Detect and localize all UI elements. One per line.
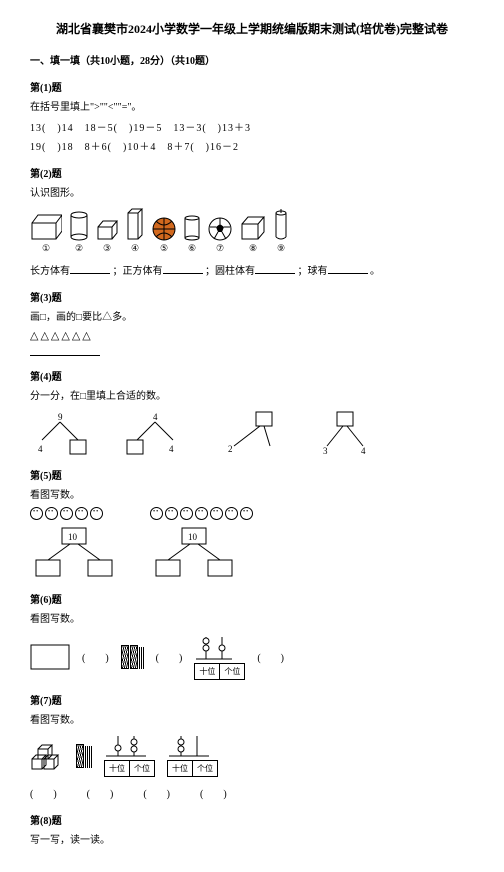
svg-text:10: 10 [68, 532, 78, 542]
svg-text:9: 9 [58, 412, 63, 422]
svg-text:3: 3 [323, 446, 328, 455]
shape-basketball: ⑤ [152, 217, 176, 254]
shape-tall-cuboid: ④ [126, 207, 144, 254]
svg-text:4: 4 [38, 444, 43, 454]
q5-group1: 10 [30, 507, 120, 579]
q6-sticks [121, 645, 144, 669]
q6-rect [30, 644, 70, 670]
split-2: 4 4 [125, 410, 185, 455]
shape-num-6: ⑥ [188, 243, 196, 254]
q2-fill-line: 长方体有 ；正方体有 ；圆柱体有 ；球有 。 [30, 262, 474, 277]
q6-abacus: 十位个位 [194, 633, 245, 680]
shapes-row: ① ② ③ ④ ⑤ ⑥ ⑦ ⑧ ⑨ [30, 207, 474, 254]
svg-text:4: 4 [361, 446, 366, 455]
q2-text: 认识图形。 [30, 184, 474, 199]
svg-text:2: 2 [228, 444, 233, 454]
q1-row2: 19( )18 8＋6( )10＋4 8＋7( )16－2 [30, 138, 474, 153]
q8-text: 写一写，读一读。 [30, 831, 474, 846]
q6-text: 看图写数。 [30, 610, 474, 625]
shape-num-7: ⑦ [216, 243, 224, 254]
q7-pv2: 十位个位 [167, 734, 218, 777]
q7-cubes [30, 741, 64, 771]
q7-text: 看图写数。 [30, 711, 474, 726]
q5-text: 看图写数。 [30, 486, 474, 501]
split-4: 3 4 [315, 410, 375, 455]
q3-text: 画□，画的□要比△多。 [30, 308, 474, 323]
q7-sticks [76, 744, 92, 768]
q7-parens: ( ) ( ) ( ) ( ) [30, 785, 474, 800]
q8-label: 第(8)题 [30, 812, 474, 827]
q3-blank [30, 346, 100, 356]
page-title: 湖北省襄樊市2024小学数学一年级上学期统编版期末测试(培优卷)完整试卷 [30, 20, 474, 37]
q2-label: 第(2)题 [30, 165, 474, 180]
q6-paren1: ( ) [82, 649, 109, 664]
triangles-row: △△△△△△ [30, 329, 474, 342]
q6-paren2: ( ) [156, 649, 183, 664]
q5-groups: 10 10 [30, 507, 474, 579]
shape-cylinder: ② [70, 211, 88, 254]
shape-can: ⑥ [184, 215, 200, 254]
q7-pv1: 十位个位 [104, 734, 155, 777]
q5-label: 第(5)题 [30, 467, 474, 482]
q6-label: 第(6)题 [30, 591, 474, 606]
shape-pen-cylinder: ⑨ [274, 207, 288, 254]
shape-cube: ⑧ [240, 215, 266, 254]
shape-cube-small: ③ [96, 219, 118, 254]
q4-label: 第(4)题 [30, 368, 474, 383]
shape-num-3: ③ [103, 243, 111, 254]
q3-label: 第(3)题 [30, 289, 474, 304]
shape-num-2: ② [75, 243, 83, 254]
shape-soccer: ⑦ [208, 217, 232, 254]
q6-row: ( ) ( ) 十位个位 ( ) [30, 633, 474, 680]
q1-row1: 13( )14 18－5( )19－5 13－3( )13＋3 [30, 119, 474, 134]
split-row: 9 4 4 4 2 3 4 [30, 410, 474, 455]
shape-num-9: ⑨ [277, 243, 285, 254]
q1-label: 第(1)题 [30, 79, 474, 94]
shape-num-1: ① [42, 243, 50, 254]
svg-text:10: 10 [188, 532, 198, 542]
shape-cuboid: ① [30, 213, 62, 254]
q7-label: 第(7)题 [30, 692, 474, 707]
q4-text: 分一分，在□里填上合适的数。 [30, 387, 474, 402]
shape-num-8: ⑧ [249, 243, 257, 254]
split-3: 2 [220, 410, 280, 455]
shape-num-5: ⑤ [160, 243, 168, 254]
split-1: 9 4 [30, 410, 90, 455]
q7-row: 十位个位 十位个位 [30, 734, 474, 777]
q1-text: 在括号里填上">""<""="。 [30, 98, 474, 113]
q5-group2: 10 [150, 507, 253, 579]
svg-text:4: 4 [169, 444, 174, 454]
svg-text:4: 4 [153, 412, 158, 422]
section-header: 一、填一填（共10小题，28分）（共10题） [30, 52, 474, 67]
shape-num-4: ④ [131, 243, 139, 254]
q6-paren3: ( ) [257, 649, 284, 664]
